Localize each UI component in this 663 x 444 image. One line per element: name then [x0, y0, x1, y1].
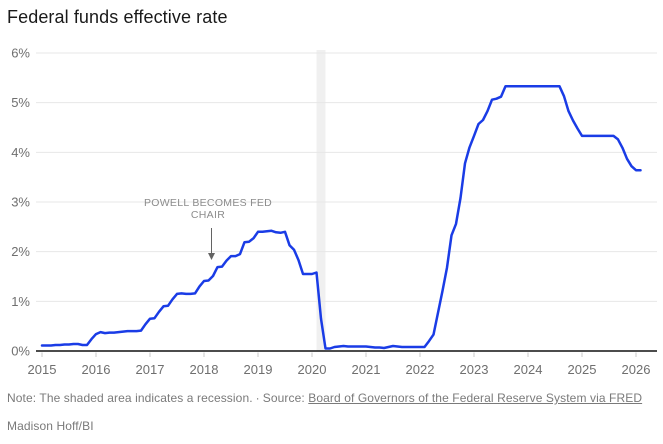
- rate-line: [40, 85, 642, 350]
- y-tick-label-3%: 3%: [11, 195, 30, 210]
- y-tick-label-2%: 2%: [11, 244, 30, 259]
- y-tick-label-4%: 4%: [11, 145, 30, 160]
- y-tick-label-1%: 1%: [11, 294, 30, 309]
- x-tick-label-2024: 2024: [514, 362, 543, 377]
- footer-note: Note: The shaded area indicates a recess…: [7, 391, 655, 405]
- x-tick-label-2016: 2016: [82, 362, 111, 377]
- recession-note-text: Note: The shaded area indicates a recess…: [7, 391, 253, 405]
- powell-annotation-line1: POWELL BECOMES FED: [143, 197, 273, 209]
- x-tick-label-2023: 2023: [460, 362, 489, 377]
- x-tick-label-2022: 2022: [406, 362, 435, 377]
- x-tick-label-2017: 2017: [136, 362, 165, 377]
- y-tick-label-6%: 6%: [11, 46, 30, 61]
- note-separator: ·: [255, 391, 260, 405]
- powell-annotation: POWELL BECOMES FED CHAIR: [132, 197, 284, 221]
- annotation-arrow-head-icon: [208, 253, 215, 260]
- y-tick-label-5%: 5%: [11, 95, 30, 110]
- x-tick-label-2018: 2018: [190, 362, 219, 377]
- author-credit: Madison Hoff/BI: [7, 419, 94, 433]
- x-tick-label-2021: 2021: [352, 362, 381, 377]
- x-tick-label-2025: 2025: [568, 362, 597, 377]
- source-prefix: Source:: [262, 391, 305, 405]
- chart-svg: 0% 1% 2% 3% 4% 5% 6% 2015 2016 2017 2018 2019 2020 20…: [11, 46, 657, 377]
- source-link[interactable]: Board of Governors of the Federal Reserv…: [308, 391, 643, 405]
- powell-annotation-line2: CHAIR: [190, 209, 226, 221]
- page-title: Federal funds effective rate: [7, 7, 228, 27]
- recession-band: [316, 50, 326, 351]
- x-tick-label-2026: 2026: [622, 362, 651, 377]
- y-tick-label-0%: 0%: [11, 344, 30, 359]
- x-tick-label-2015: 2015: [28, 362, 57, 377]
- x-tick-label-2020: 2020: [298, 362, 327, 377]
- x-tick-label-2019: 2019: [244, 362, 273, 377]
